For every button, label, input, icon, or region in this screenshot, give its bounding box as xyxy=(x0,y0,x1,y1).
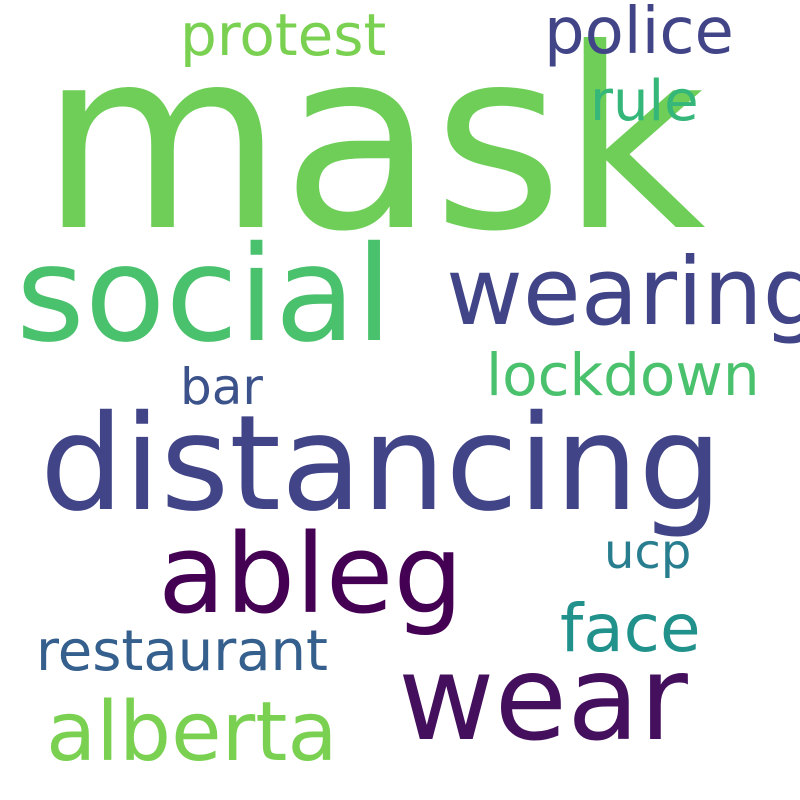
word-police: police xyxy=(544,0,734,69)
word-restaurant: restaurant xyxy=(36,619,328,684)
word-wearing: wearing xyxy=(446,238,800,347)
word-rule: rule xyxy=(590,69,699,134)
word-ucp: ucp xyxy=(604,524,692,580)
word-protest: protest xyxy=(180,1,387,69)
word-social: social xyxy=(16,218,393,372)
word-bar: bar xyxy=(180,358,263,416)
word-wear: wear xyxy=(398,629,688,767)
word-alberta: alberta xyxy=(46,685,338,780)
word-lockdown: lockdown xyxy=(486,341,760,409)
word-ableg: ableg xyxy=(158,510,464,638)
word-face: face xyxy=(560,590,701,667)
word-mask: mask xyxy=(40,0,706,286)
word-distancing: distancing xyxy=(40,387,723,541)
